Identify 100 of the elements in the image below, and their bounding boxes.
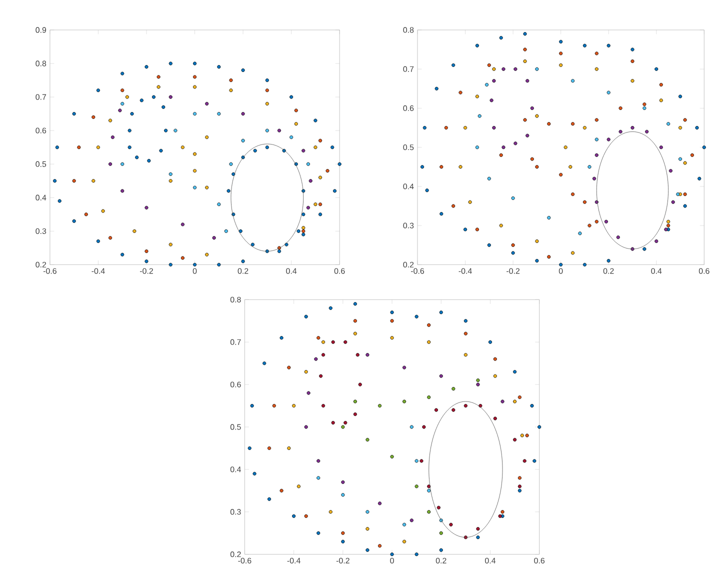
point [120, 252, 124, 256]
point [695, 126, 699, 130]
point [229, 88, 233, 92]
point [290, 135, 294, 139]
point [594, 138, 598, 142]
point [330, 145, 334, 149]
point [475, 145, 480, 149]
point [314, 118, 318, 122]
point [452, 386, 456, 390]
point [500, 510, 504, 514]
point [414, 459, 418, 463]
point [356, 352, 360, 356]
point [414, 552, 418, 556]
point [452, 204, 456, 208]
point [592, 176, 596, 180]
point [535, 67, 539, 71]
point [559, 52, 563, 56]
point [366, 438, 370, 442]
point [168, 178, 172, 182]
point [492, 67, 496, 71]
point [493, 374, 497, 378]
point [659, 98, 663, 102]
point [420, 164, 424, 169]
point [302, 212, 306, 216]
point [490, 98, 494, 102]
point [500, 514, 504, 518]
point [484, 82, 489, 86]
point [353, 412, 357, 416]
point [594, 118, 598, 122]
point [156, 85, 160, 89]
point [147, 158, 151, 162]
point [630, 48, 634, 52]
point [338, 162, 342, 166]
point [238, 229, 242, 233]
point [316, 531, 320, 535]
point [630, 59, 634, 63]
point [514, 141, 518, 146]
point [690, 153, 694, 157]
point [341, 540, 345, 544]
point [296, 229, 300, 233]
point [224, 229, 228, 233]
point [588, 224, 592, 228]
point [108, 118, 112, 122]
point [192, 112, 197, 116]
point [332, 188, 337, 193]
point [378, 501, 382, 506]
point [606, 138, 610, 142]
point [321, 352, 326, 356]
point [205, 135, 209, 139]
point [250, 404, 254, 408]
point [439, 310, 443, 314]
point [378, 404, 382, 408]
point [420, 459, 424, 463]
point [402, 540, 406, 544]
point [96, 239, 100, 243]
point [252, 472, 256, 476]
point [341, 531, 345, 535]
point [439, 374, 443, 378]
point [358, 382, 362, 386]
point [144, 259, 148, 263]
point [564, 145, 568, 149]
point [205, 252, 209, 256]
point [296, 484, 301, 488]
point [518, 484, 522, 488]
point [192, 186, 197, 190]
point [427, 323, 431, 327]
point [108, 236, 112, 240]
point [498, 514, 502, 518]
point [493, 357, 497, 361]
point [306, 162, 310, 166]
point [390, 318, 394, 323]
point [318, 176, 322, 180]
point [570, 251, 575, 255]
point [217, 112, 221, 116]
point [226, 188, 230, 193]
point [318, 212, 322, 216]
point [52, 178, 57, 182]
point [559, 63, 563, 67]
point [144, 64, 148, 68]
point [314, 202, 318, 206]
point [128, 145, 132, 149]
point [452, 63, 456, 67]
point [664, 228, 668, 232]
point [458, 164, 462, 169]
point [128, 128, 132, 132]
point [513, 370, 517, 374]
point [570, 192, 575, 196]
point [302, 232, 306, 236]
point [265, 128, 269, 132]
point [132, 229, 136, 233]
point [292, 404, 296, 408]
point [366, 548, 370, 552]
point [659, 82, 663, 86]
point [144, 249, 148, 253]
point [654, 67, 658, 71]
point [630, 78, 634, 82]
point [698, 176, 702, 180]
point [120, 162, 124, 166]
point [144, 206, 148, 210]
point [241, 68, 245, 72]
